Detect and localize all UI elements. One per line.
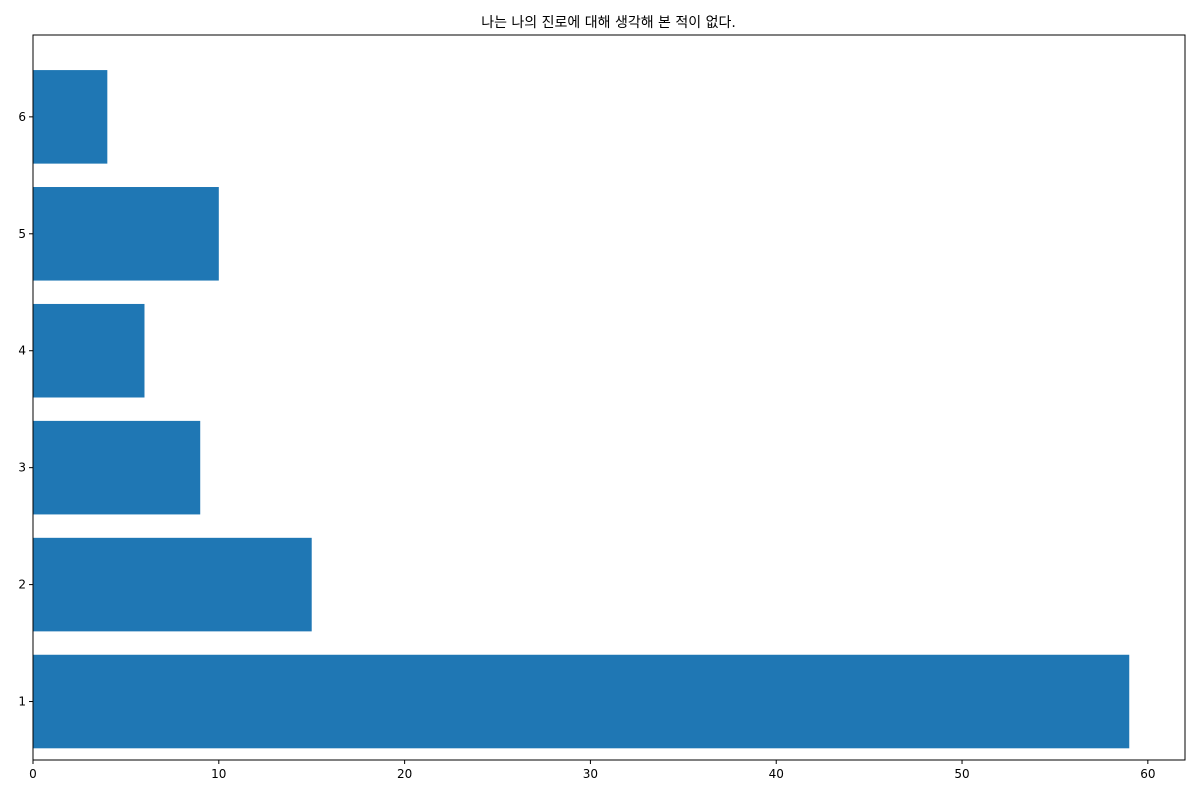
x-tick-label: 40	[769, 767, 784, 781]
y-tick-label: 6	[18, 110, 26, 124]
x-tick-label: 60	[1140, 767, 1155, 781]
x-tick-label: 30	[583, 767, 598, 781]
bar-2	[33, 537, 312, 632]
plot-frame	[32, 34, 1186, 761]
x-tick-label: 0	[29, 767, 37, 781]
y-tick-label: 3	[18, 461, 26, 475]
bar-5	[33, 187, 219, 281]
x-tick-label: 10	[211, 767, 226, 781]
x-tick-label: 20	[397, 767, 412, 781]
x-axis-ticks: 0 10 20 30 40 50 60	[29, 760, 1155, 781]
y-tick-label: 2	[18, 578, 26, 592]
bar-3	[33, 420, 201, 515]
bars-group	[33, 70, 1130, 749]
y-tick-label: 4	[18, 344, 26, 358]
y-tick-label: 5	[18, 227, 26, 241]
bar-4	[33, 303, 145, 398]
y-tick-label: 1	[18, 695, 26, 709]
bar-1	[33, 654, 1130, 749]
x-tick-label: 50	[954, 767, 969, 781]
y-axis-ticks: 1 2 3 4 5 6	[18, 110, 33, 709]
bar-6	[33, 70, 108, 164]
chart-title: 나는 나의 진로에 대해 생각해 본 적이 없다.	[481, 15, 736, 31]
